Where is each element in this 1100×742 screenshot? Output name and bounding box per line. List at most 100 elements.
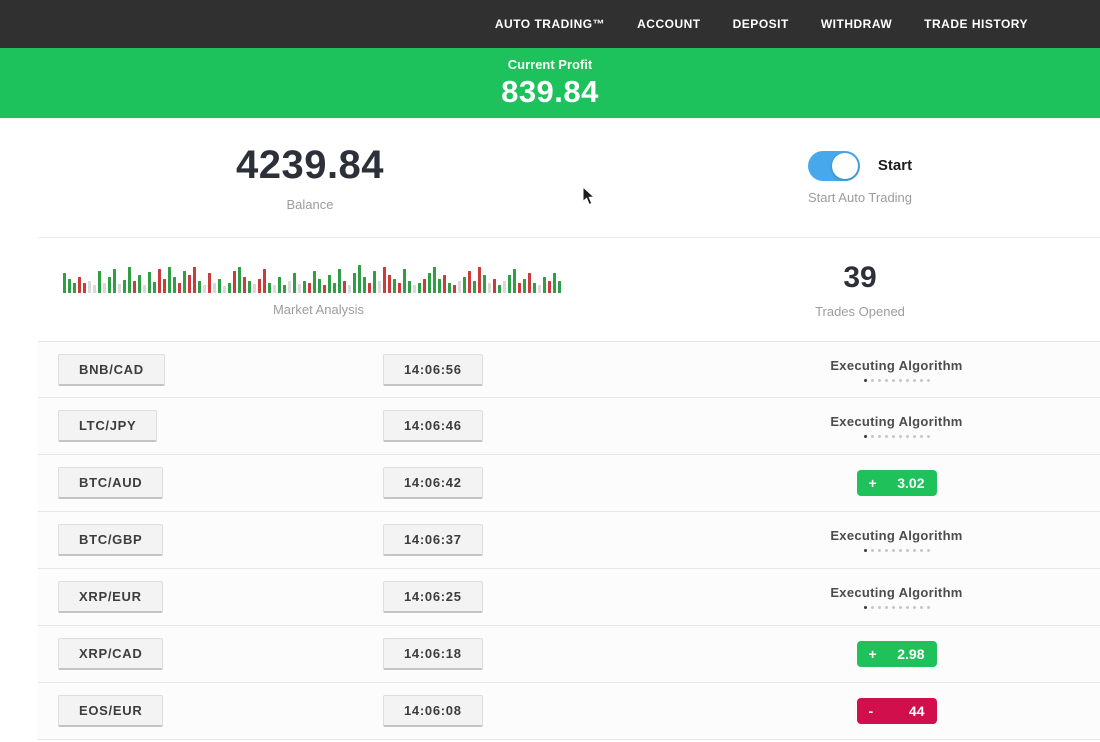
market-bar	[237, 266, 241, 293]
market-bar	[492, 278, 496, 293]
nav-item-deposit[interactable]: DEPOSIT	[732, 17, 789, 31]
nav-item-account[interactable]: ACCOUNT	[637, 17, 701, 31]
loading-dots-icon	[863, 435, 930, 438]
pair-chip: BNB/CAD	[58, 353, 165, 386]
loading-dot	[884, 435, 888, 438]
start-auto-trading-toggle[interactable]	[807, 150, 860, 181]
loading-dot	[884, 606, 888, 609]
market-bar	[307, 282, 311, 293]
market-bar	[522, 278, 526, 293]
pair-chip: XRP/CAD	[58, 638, 164, 670]
market-bar	[122, 279, 126, 293]
market-bar	[232, 270, 236, 293]
section-divider	[38, 237, 1100, 238]
table-row: XRP/CAD 14:06:18 +2.98	[38, 626, 1100, 683]
market-bar	[477, 266, 481, 293]
loading-dot	[870, 435, 874, 438]
market-bar	[202, 284, 206, 293]
loading-dot	[912, 549, 916, 552]
market-analysis-bars-chart	[62, 263, 575, 293]
nav-item-auto-trading[interactable]: AUTO TRADING™	[494, 17, 606, 31]
loading-dot	[863, 606, 867, 609]
market-bar	[537, 284, 541, 293]
start-auto-trading-caption: Start Auto Trading	[807, 189, 913, 205]
balance-block: 4239.84 Balance	[0, 118, 620, 237]
market-bar	[362, 276, 366, 293]
loading-dot	[898, 378, 902, 382]
market-bar	[532, 282, 536, 293]
loading-dot	[905, 549, 909, 552]
auto-trading-block: Start Start Auto Trading	[620, 118, 1100, 237]
market-bar	[177, 282, 181, 293]
market-bar	[517, 282, 521, 293]
time-chip: 14:06:18	[383, 638, 483, 670]
status-cell: Executing Algorithm	[693, 528, 1100, 552]
market-bar	[472, 280, 476, 293]
market-bar	[342, 280, 346, 293]
time-chip: 14:06:46	[383, 410, 483, 442]
nav-item-trade-history[interactable]: TRADE HISTORY	[924, 17, 1028, 31]
top-navbar: AUTO TRADING™ ACCOUNT DEPOSIT WITHDRAW TRADE…	[0, 0, 1100, 48]
market-bar	[377, 280, 381, 293]
market-bar	[467, 270, 471, 293]
market-bar	[87, 280, 91, 293]
market-bar	[102, 282, 106, 293]
market-bar	[72, 282, 76, 293]
loading-dot	[919, 378, 923, 382]
loading-dot	[891, 549, 895, 552]
loading-dot	[919, 606, 923, 609]
loading-dot	[905, 606, 909, 609]
market-bar	[317, 278, 321, 293]
pair-chip: EOS/EUR	[58, 695, 164, 727]
market-bar	[147, 271, 151, 293]
market-bar	[137, 274, 141, 293]
balance-section: 4239.84 Balance Start Start Auto Trading	[0, 118, 1100, 237]
time-chip: 14:06:42	[383, 467, 483, 499]
market-bar	[247, 280, 251, 293]
market-bar	[502, 280, 506, 293]
market-bar	[227, 282, 231, 293]
market-bar	[332, 282, 336, 293]
market-bar	[487, 282, 491, 293]
executing-algorithm-label: Executing Algorithm	[830, 528, 963, 543]
status-cell: +2.98	[693, 641, 1100, 667]
market-bar	[427, 272, 431, 293]
time-chip: 14:06:08	[383, 695, 483, 727]
market-bar	[92, 284, 96, 293]
result-sign: +	[868, 646, 877, 662]
loading-dot	[884, 378, 888, 382]
market-bar	[257, 278, 261, 293]
loading-dot	[870, 606, 874, 609]
result-amount: 3.02	[897, 475, 925, 491]
loading-dots-icon	[863, 378, 930, 382]
market-bar	[397, 282, 401, 293]
loading-dot	[912, 435, 916, 438]
market-bar	[187, 274, 191, 293]
market-bar	[132, 280, 136, 293]
market-bar	[352, 272, 356, 293]
market-bar	[167, 266, 171, 293]
executing-algorithm-label: Executing Algorithm	[830, 414, 963, 429]
loading-dot	[905, 435, 909, 438]
market-bar	[442, 274, 446, 293]
market-bar	[357, 264, 361, 293]
balance-value: 4239.84	[235, 143, 385, 187]
trades-opened-label: Trades Opened	[815, 303, 905, 319]
table-row: EOS/EUR 14:06:08 - 44	[38, 683, 1100, 740]
nav-item-withdraw[interactable]: WITHDRAW	[820, 17, 893, 31]
table-row: BTC/GBP 14:06:37 Executing Algorithm	[38, 512, 1100, 569]
market-bar	[547, 280, 551, 293]
market-bar	[242, 276, 246, 293]
executing-algorithm-label: Executing Algorithm	[830, 585, 963, 600]
market-bar	[67, 278, 71, 293]
market-bar	[347, 284, 351, 293]
market-analysis-label: Market Analysis	[272, 301, 365, 317]
market-bar	[462, 276, 466, 293]
market-bar	[297, 283, 301, 293]
start-toggle-label: Start	[877, 157, 913, 174]
market-bar	[552, 272, 556, 293]
market-bar	[277, 276, 281, 293]
toggle-knob-icon	[831, 152, 858, 179]
status-cell: +3.02	[693, 470, 1100, 496]
